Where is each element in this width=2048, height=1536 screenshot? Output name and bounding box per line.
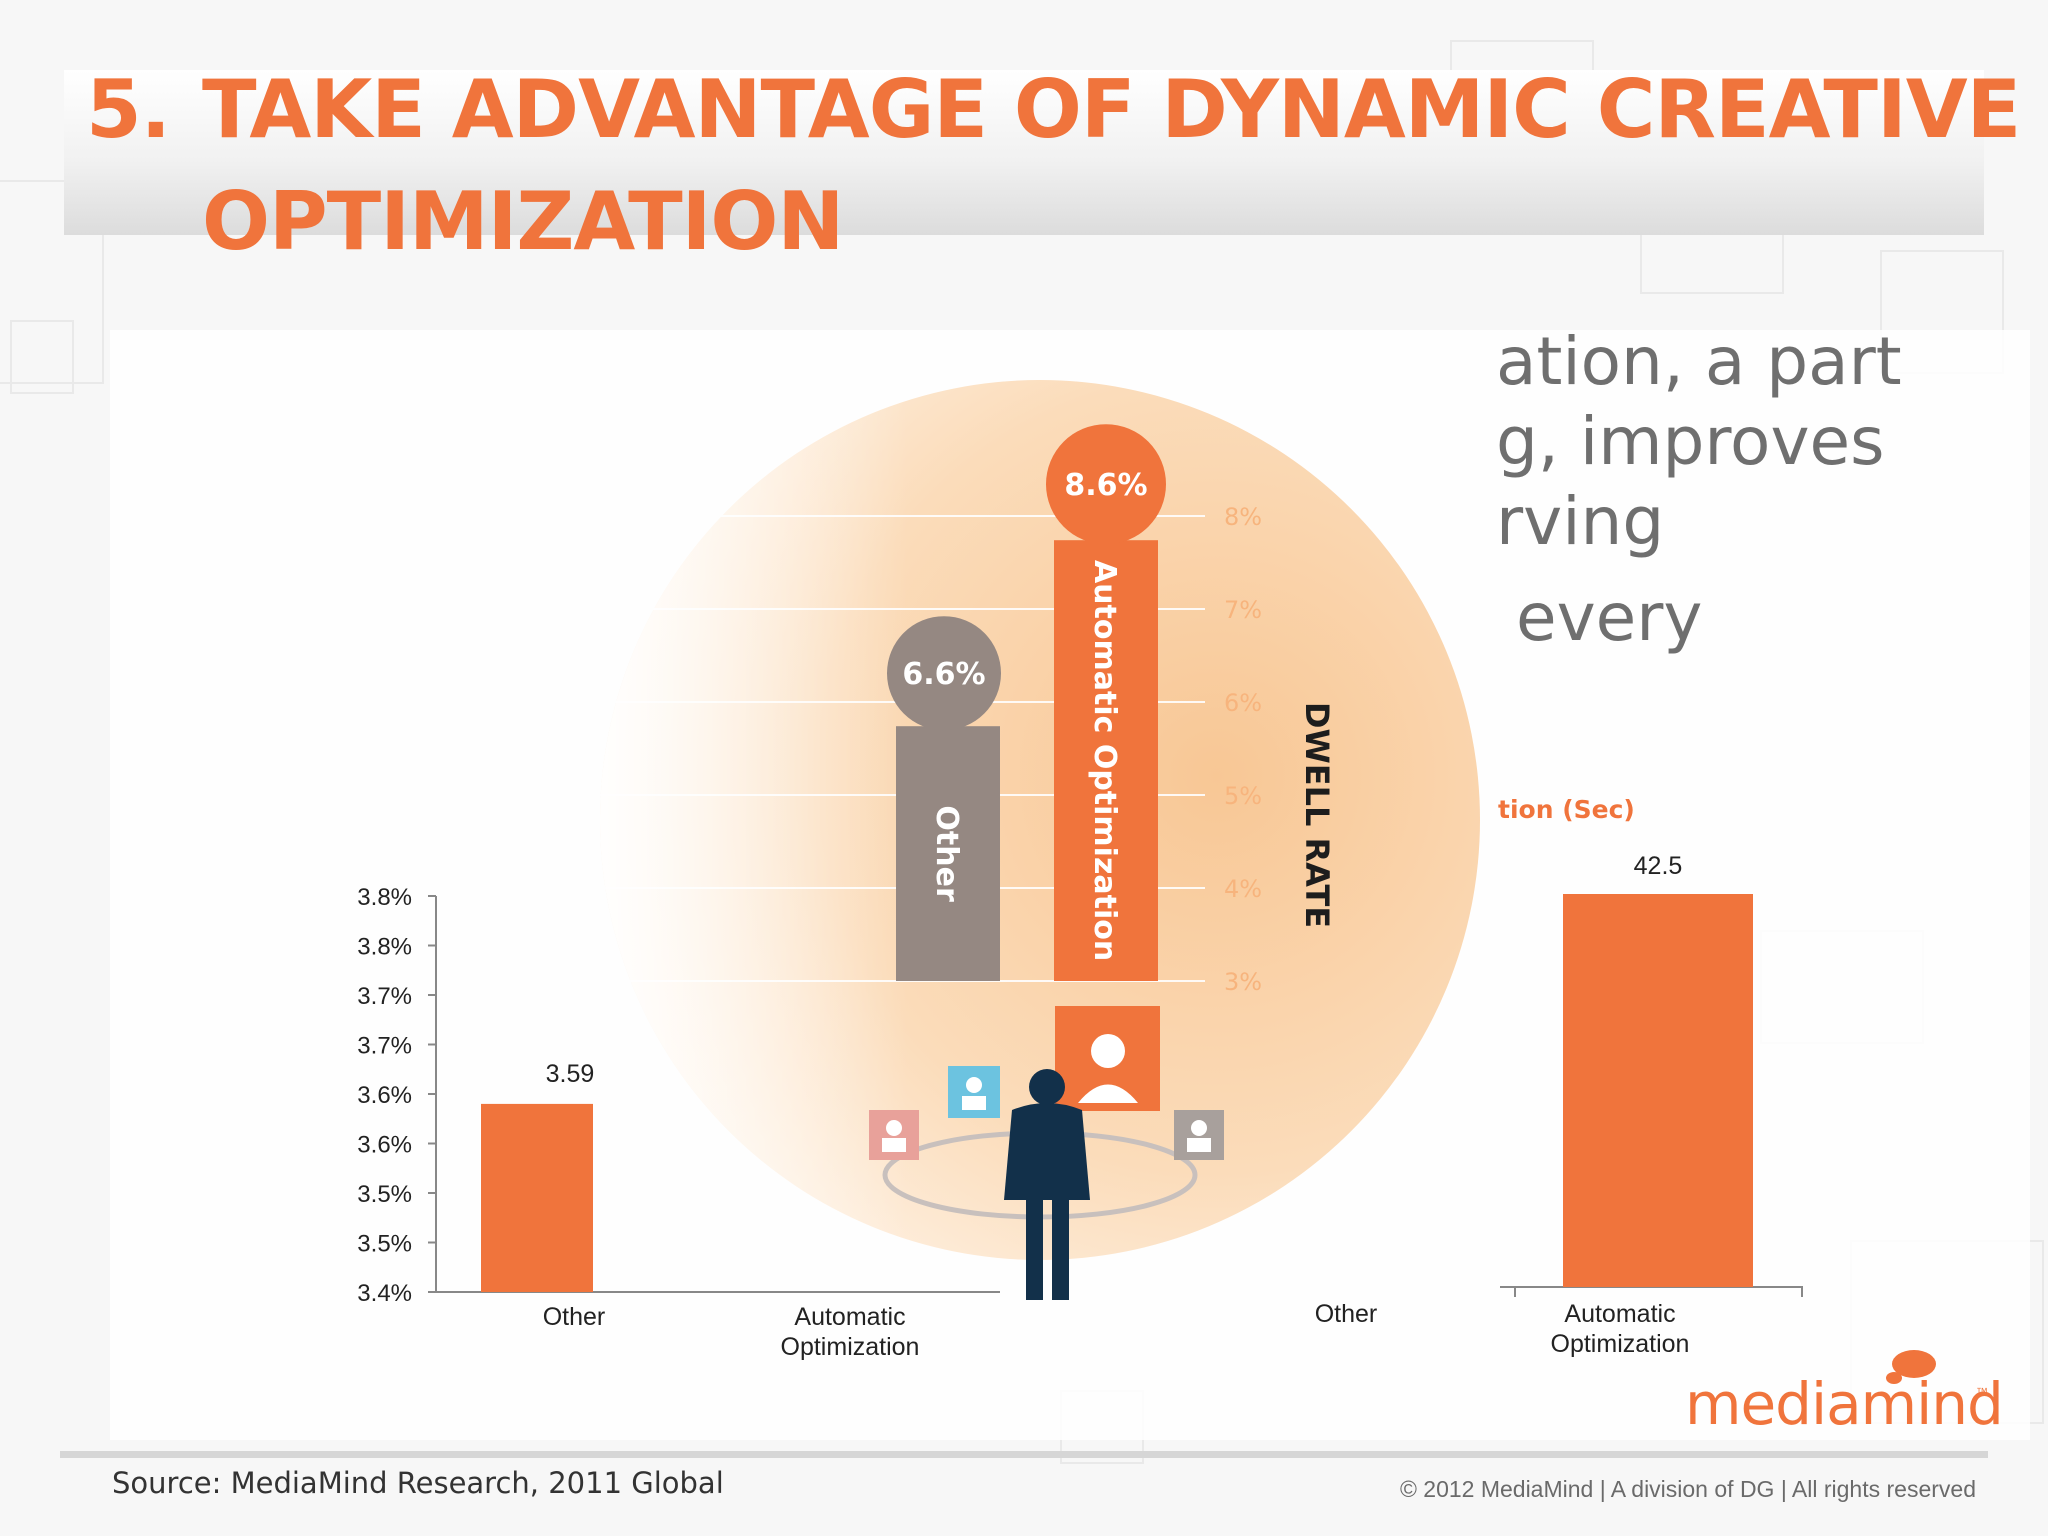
right-chart-bar (1563, 894, 1753, 1287)
dwell-bar-label: Other (929, 805, 964, 902)
body-text-line: ation, a part (1496, 323, 1902, 400)
logo-trademark: ™ (1976, 1385, 1988, 1399)
dwell-tick-label: 5% (1224, 782, 1262, 810)
right-chart-title: tion (Sec) (1498, 795, 1635, 824)
left-chart-tick-label: 3.8% (357, 934, 412, 961)
mediamind-logo: mediamind (1685, 1370, 2004, 1438)
right-chart-value-label: 42.5 (1634, 852, 1683, 880)
dwell-bar-label: Automatic Optimization (1087, 560, 1122, 961)
mediamind-logo-icon (1886, 1350, 1936, 1384)
dwell-tick-label: 4% (1224, 875, 1262, 903)
dwell-rate-infographic: 3% 4% 5% 6% 7% 8% 6.6% Other 8.6% Automatic Opti… (575, 380, 1480, 1300)
left-chart-tick-label: 3.4% (357, 1280, 412, 1307)
dwell-value-bubble (1046, 424, 1166, 545)
title-number: 5. (86, 63, 171, 156)
title-band (64, 70, 1984, 235)
body-text-line: rving (1496, 483, 1665, 560)
dwell-tick-label: 7% (1224, 596, 1262, 624)
dwell-bar (896, 726, 1000, 981)
dwell-tick-label: 6% (1224, 689, 1262, 717)
title-line-2: OPTIMIZATION (202, 175, 844, 268)
dwell-tick-label: 3% (1224, 968, 1262, 996)
dwell-value-label: 8.6% (1064, 468, 1147, 503)
dwell-tick-label: 8% (1224, 503, 1262, 531)
left-category-label: Automatic Optimization (781, 1303, 920, 1361)
left-chart-tick-label: 3.6% (357, 1132, 412, 1159)
footer-divider (60, 1451, 1988, 1458)
right-bar-chart: Other Automatic Optimization tion (Sec) 4… (1315, 795, 1803, 1358)
body-text-line: g, improves (1496, 403, 1885, 480)
source-note: Source: MediaMind Research, 2011 Global (112, 1466, 724, 1500)
person-icon (1055, 1006, 1160, 1111)
person-icon (1174, 1110, 1224, 1160)
dwell-value-label: 6.6% (902, 657, 985, 692)
title-line-1: TAKE ADVANTAGE OF DYNAMIC CREATIVE (202, 63, 2021, 156)
left-category-label: Other (543, 1303, 606, 1331)
left-chart-tick-label: 3.5% (357, 1181, 412, 1208)
left-chart-tick-label: 3.7% (357, 983, 412, 1010)
body-text-line: every (1516, 579, 1703, 656)
right-category-label: Automatic Optimization (1551, 1300, 1690, 1358)
left-chart-tick-label: 3.5% (357, 1231, 412, 1258)
left-chart-bar (481, 1103, 593, 1292)
dwell-rate-axis-label: DWELL RATE (1298, 702, 1336, 928)
person-icon (948, 1066, 1000, 1118)
person-figure-icon (1004, 1069, 1090, 1300)
right-category-label: Other (1315, 1300, 1378, 1328)
left-bar-chart: 3.4% 3.5% 3.5% 3.6% 3.6% 3.7% 3.7% 3.8% 3.8% 3.5… (357, 884, 1000, 1361)
dwell-bar (1054, 540, 1158, 981)
page-title: 5. TAKE ADVANTAGE OF DYNAMIC CREATIVE OPTI… (86, 54, 2021, 278)
person-icon (869, 1110, 919, 1160)
copyright-text: © 2012 MediaMind | A division of DG | Al… (1399, 1476, 1976, 1502)
left-chart-tick-label: 3.6% (357, 1082, 412, 1109)
left-chart-tick-label: 3.8% (357, 884, 412, 911)
left-chart-value-label: 3.59 (546, 1060, 595, 1088)
circle-fade (600, 380, 1480, 1260)
dwell-value-bubble (887, 616, 1001, 731)
left-chart-tick-label: 3.7% (357, 1033, 412, 1060)
